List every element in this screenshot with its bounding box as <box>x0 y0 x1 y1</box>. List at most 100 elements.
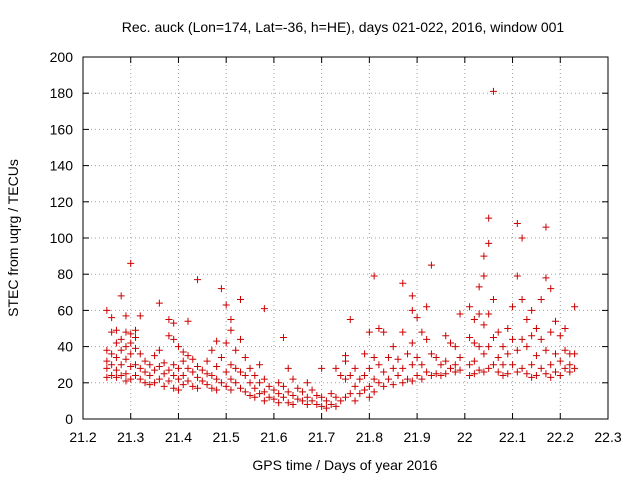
data-point <box>184 364 192 372</box>
data-point <box>542 370 550 378</box>
data-point <box>198 366 206 374</box>
data-point <box>485 310 493 318</box>
data-point <box>174 343 182 351</box>
data-point <box>480 350 488 358</box>
data-point <box>480 368 488 376</box>
data-point <box>499 372 507 380</box>
data-point <box>265 382 273 390</box>
data-point <box>351 397 359 405</box>
data-point <box>556 332 564 340</box>
data-point <box>537 335 545 343</box>
data-point <box>108 328 116 336</box>
data-point <box>408 292 416 300</box>
data-point <box>337 397 345 405</box>
data-point <box>237 335 244 343</box>
data-point <box>356 390 364 398</box>
data-point <box>518 296 526 304</box>
data-point <box>132 344 139 352</box>
data-point <box>322 397 330 405</box>
data-point <box>547 285 555 293</box>
data-point <box>260 375 268 383</box>
data-point <box>194 363 202 371</box>
data-point <box>270 395 278 403</box>
data-point <box>213 363 221 371</box>
data-point <box>447 339 454 347</box>
data-point <box>179 372 187 380</box>
data-point <box>552 350 559 358</box>
data-point <box>399 379 407 387</box>
data-point <box>155 299 163 307</box>
data-point <box>342 357 349 365</box>
data-point <box>518 234 526 242</box>
data-point <box>480 252 488 260</box>
data-point <box>451 368 459 376</box>
data-point <box>127 339 135 347</box>
data-point <box>227 361 235 369</box>
data-point <box>127 259 135 267</box>
data-point <box>146 381 154 389</box>
data-point <box>222 301 230 309</box>
data-point <box>251 384 259 392</box>
data-point <box>361 372 369 380</box>
data-point <box>361 386 369 394</box>
data-point <box>108 361 116 369</box>
data-point <box>275 390 283 398</box>
data-point <box>528 361 536 369</box>
data-point <box>122 355 130 363</box>
data-point <box>241 388 249 396</box>
data-point <box>404 350 412 358</box>
data-point <box>365 364 373 372</box>
data-point <box>485 239 493 247</box>
data-point <box>370 353 378 361</box>
data-point <box>480 272 488 280</box>
data-point <box>451 343 459 351</box>
data-point <box>112 366 120 374</box>
data-point <box>489 87 497 95</box>
data-point <box>413 314 421 322</box>
data-point <box>294 384 302 392</box>
data-point <box>132 372 139 380</box>
data-point <box>227 375 235 383</box>
x-tick-label: 21.8 <box>356 429 383 445</box>
y-tick-label: 0 <box>65 411 73 427</box>
data-point <box>342 375 349 383</box>
data-point <box>561 364 569 372</box>
data-point <box>103 306 111 314</box>
data-point <box>470 339 478 347</box>
x-tick-label: 22.1 <box>499 429 526 445</box>
data-point <box>408 339 416 347</box>
ticks-layer <box>82 56 609 420</box>
data-point <box>122 312 130 320</box>
data-point <box>427 350 435 358</box>
data-point <box>127 350 135 358</box>
data-point <box>327 390 335 398</box>
y-tick-label: 180 <box>50 85 74 101</box>
data-point <box>327 401 335 409</box>
data-point <box>432 370 440 378</box>
data-point <box>213 386 221 394</box>
data-point <box>155 346 163 354</box>
data-point <box>103 357 111 365</box>
data-point <box>136 375 144 383</box>
data-point <box>456 353 464 361</box>
data-point <box>561 346 569 354</box>
data-point <box>184 377 192 385</box>
data-point <box>365 328 373 336</box>
data-point <box>275 379 283 387</box>
data-point <box>189 368 197 376</box>
data-point <box>332 364 340 372</box>
data-point <box>532 352 540 360</box>
data-point <box>442 357 450 365</box>
data-point <box>108 372 116 380</box>
data-point <box>174 386 182 394</box>
data-point <box>418 328 426 336</box>
data-point <box>413 372 421 380</box>
data-point <box>394 372 402 380</box>
data-point <box>504 325 512 332</box>
data-point <box>384 353 392 361</box>
data-point <box>284 399 292 407</box>
data-point <box>294 395 302 403</box>
x-tick-label: 21.5 <box>213 429 240 445</box>
